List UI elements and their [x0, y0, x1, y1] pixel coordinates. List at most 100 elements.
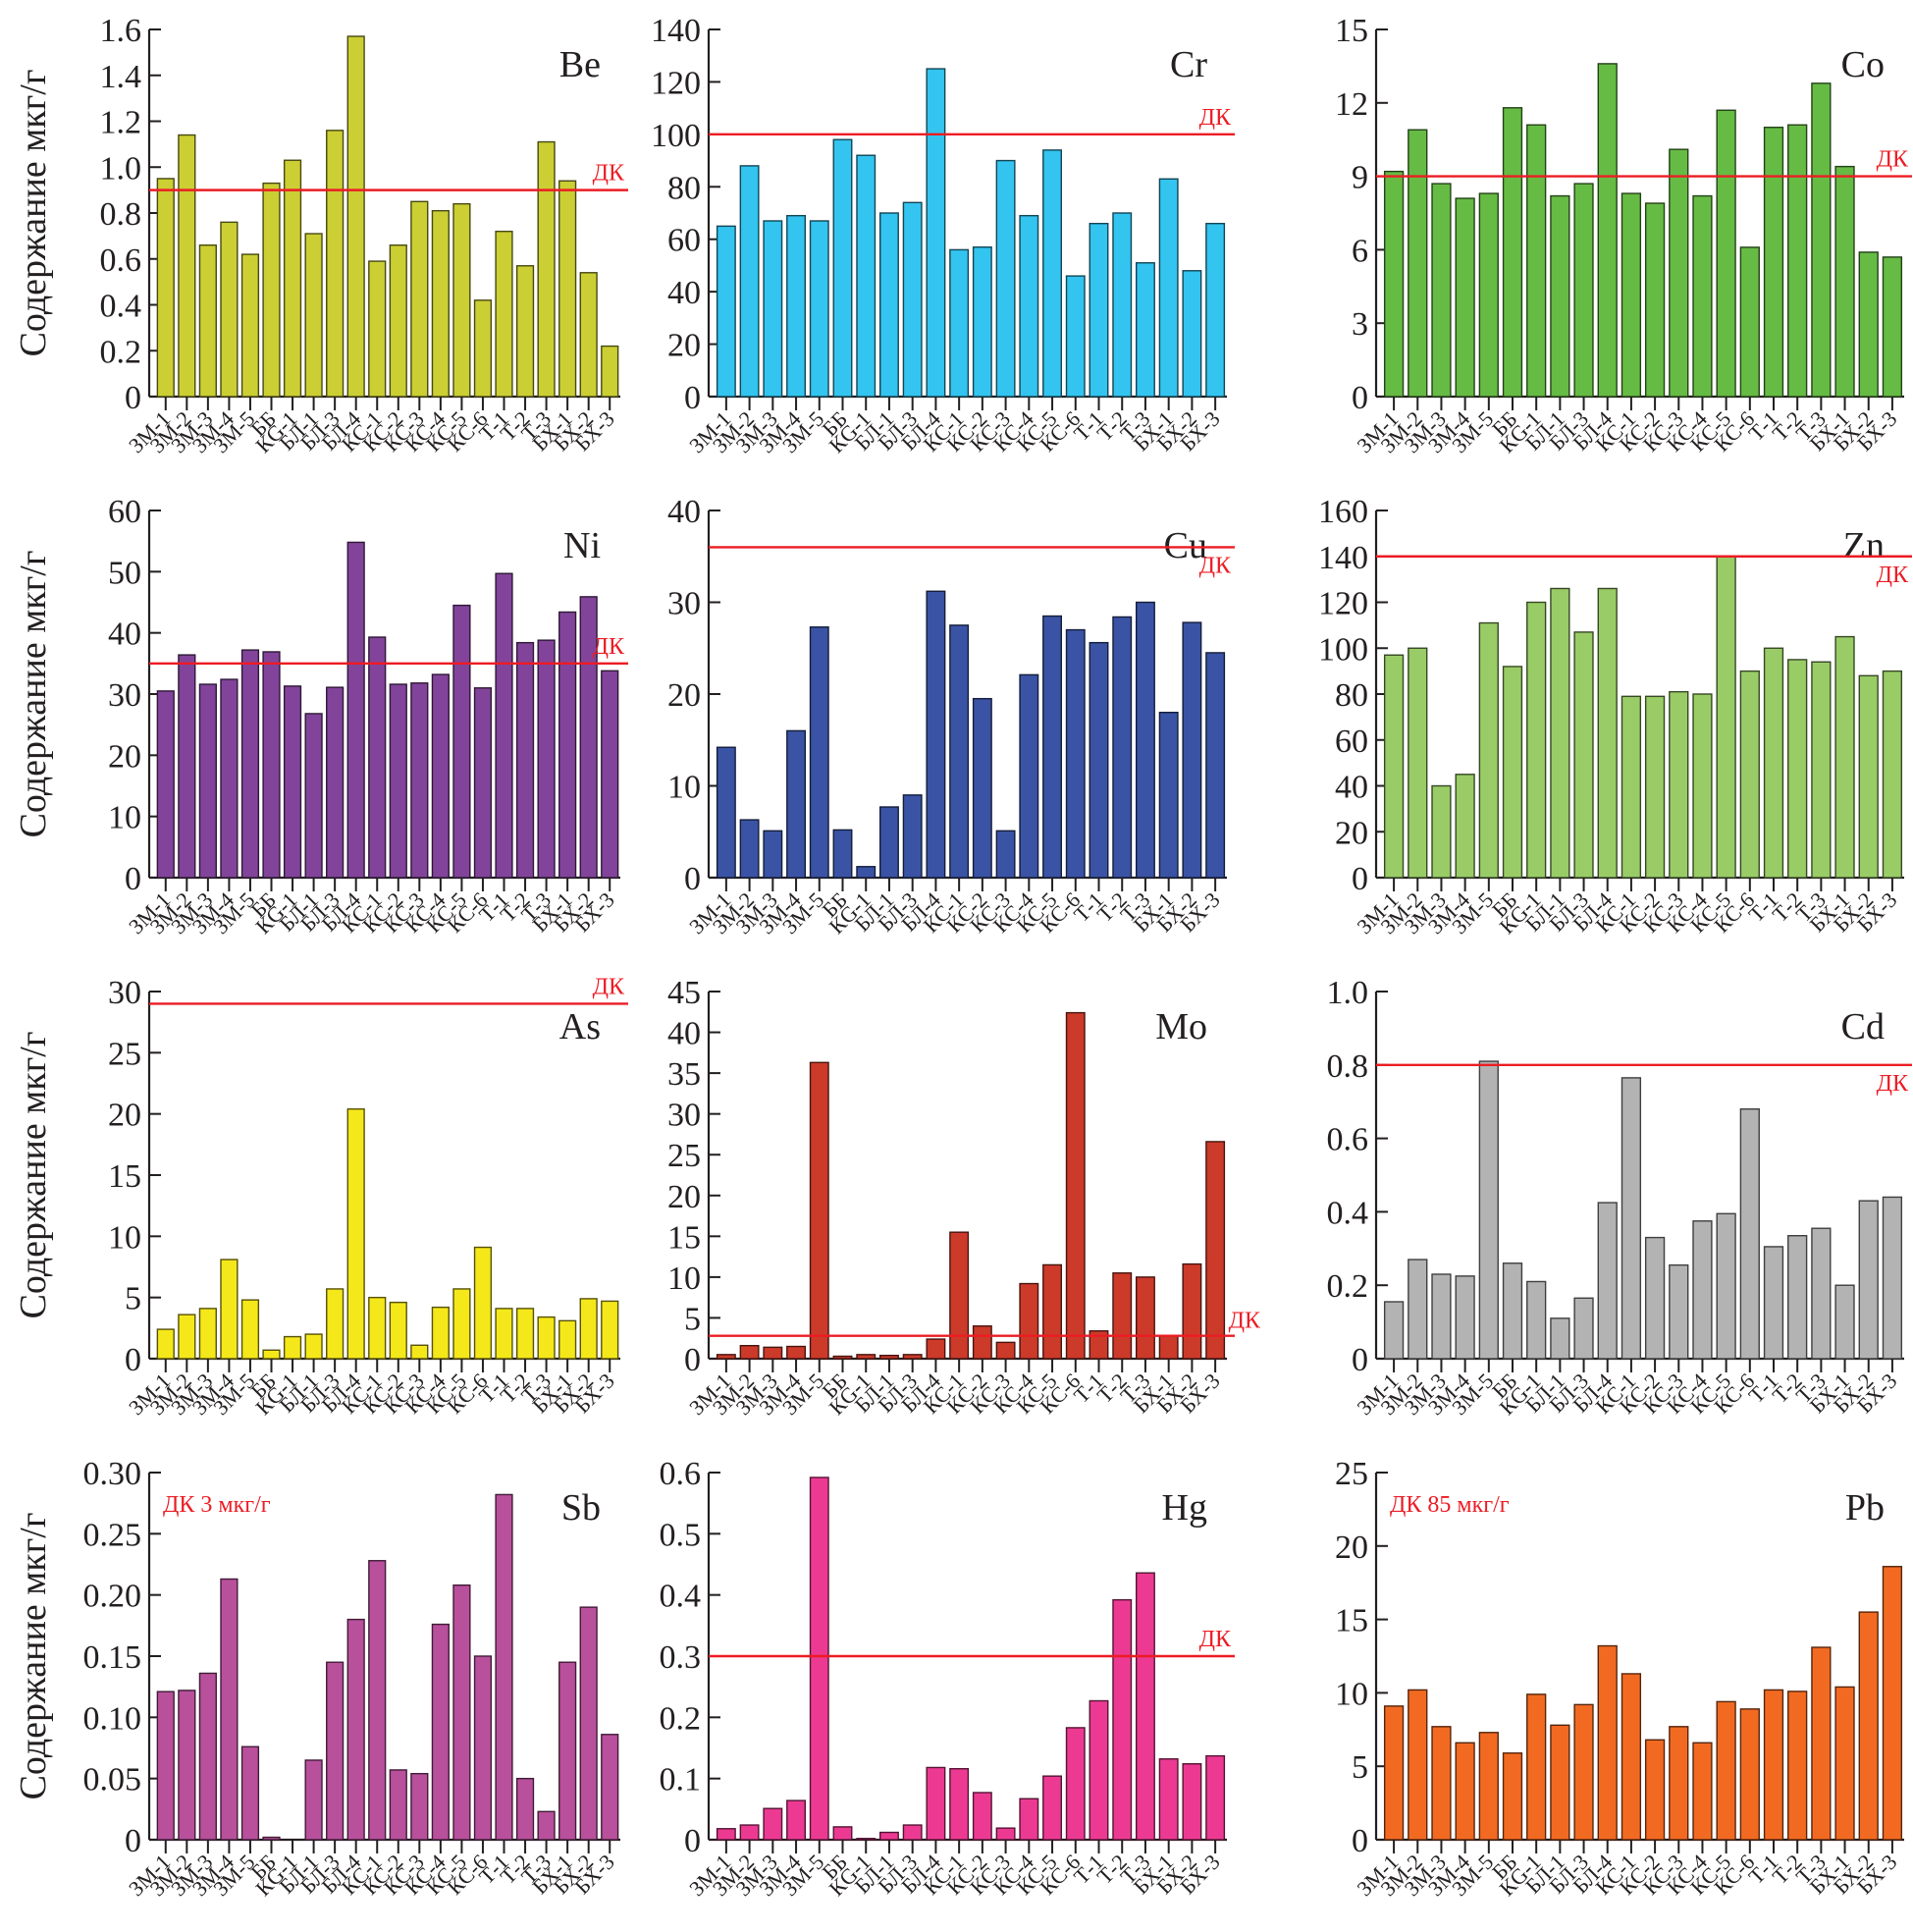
bar-ЗМ-4: [220, 221, 239, 398]
y-tick-label: 1.0: [1327, 975, 1369, 1011]
bar-ЗМ-4: [220, 678, 239, 879]
bar-Т-2: [1787, 124, 1808, 398]
bar-ЗМ-4: [220, 1578, 239, 1841]
bar-БХ-3: [1882, 256, 1903, 398]
bar-КС-6: [1065, 1727, 1086, 1841]
y-tick-label: 35: [667, 1056, 701, 1093]
y-tick-label: 5: [684, 1301, 701, 1337]
bar-КС-2: [972, 246, 992, 398]
chart-title: Be: [559, 44, 601, 85]
bar-БЛ-1: [1550, 194, 1570, 398]
bar-ЗМ-1: [716, 1828, 736, 1841]
bar-БХ-2: [1182, 1763, 1202, 1841]
y-tick-label: 20: [667, 328, 701, 364]
bar-Т-1: [1763, 647, 1784, 879]
y-tick-label: 0: [125, 380, 141, 416]
bar-БХ-2: [1182, 270, 1202, 398]
y-tick-label: 20: [108, 738, 141, 775]
chart-panel-cr: 0 20 40 60 80 100 120 140 ЗМ-1 ЗМ-2 ЗМ-3 ЗМ-4 ЗМ-5 ББ…: [638, 0, 1275, 484]
bar-КG-1: [856, 1838, 877, 1841]
y-tick-label: 60: [667, 223, 701, 259]
bar-КС-6: [1065, 275, 1086, 398]
bar-ЗМ-1: [156, 178, 175, 398]
bar-БЛ-3: [902, 794, 923, 879]
y-tick-label: 30: [667, 1098, 701, 1134]
bar-БЛ-3: [902, 1354, 923, 1360]
bar-Т-3: [1136, 601, 1155, 879]
y-tick-label: 10: [1335, 1676, 1368, 1712]
bar-Т-3: [537, 1810, 556, 1841]
bar-БЛ-1: [879, 1831, 899, 1841]
bar-БЛ-1: [304, 1333, 323, 1360]
bar-Т-1: [495, 572, 513, 879]
y-tick-label: 100: [1318, 631, 1368, 668]
bar-Т-1: [1089, 1699, 1109, 1841]
bar-КС-6: [1065, 628, 1086, 879]
bar-КС-3: [1669, 1263, 1689, 1360]
bar-БЛ-4: [1597, 587, 1618, 879]
bar-ЗМ-5: [809, 626, 829, 879]
y-tick-label: 40: [1335, 770, 1368, 806]
y-tick-label: 60: [108, 494, 141, 530]
y-tick-label: 80: [667, 170, 701, 206]
y-tick-label: 140: [1318, 540, 1368, 576]
chart-panel-pb: 0 5 10 15 20 25 ЗМ-1 ЗМ-2 ЗМ-3 ЗМ-4 ЗМ-5 ББ КG-1 БЛ-1…: [1276, 1443, 1913, 1927]
y-tick-label: 30: [667, 586, 701, 622]
bar-КС-5: [1042, 1775, 1062, 1841]
bar-КС-5: [1716, 556, 1736, 879]
bar-ББ: [262, 182, 281, 398]
y-tick-label: 20: [1335, 1530, 1368, 1566]
bar-Т-3: [1811, 1646, 1832, 1841]
limit-label: ДК: [593, 634, 625, 660]
chart-title: Mo: [1155, 1006, 1207, 1047]
bar-ЗМ-3: [1431, 183, 1452, 398]
bar-БХ-3: [601, 1300, 619, 1360]
bar-БХ-2: [1858, 674, 1879, 879]
bar-КС-1: [949, 624, 970, 879]
bar-ЗМ-5: [809, 1061, 829, 1360]
bar-КС-3: [410, 682, 429, 879]
bar-ЗМ-5: [240, 253, 260, 398]
chart-panel-hg: 0 0.1 0.2 0.3 0.4 0.5 0.6 ЗМ-1 ЗМ-2 ЗМ-3 ЗМ-4 ЗМ-5 Б…: [638, 1443, 1275, 1927]
bar-ББ: [262, 1349, 281, 1360]
bar-Т-2: [515, 1308, 535, 1360]
bar-БХ-1: [1834, 635, 1855, 879]
bar-КС-1: [949, 248, 970, 398]
chart-svg-hg: 00.10.20.30.40.50.6ЗМ-1ЗМ-2ЗМ-3ЗМ-4ЗМ-5Б…: [660, 1456, 1235, 1901]
y-tick-label: 0: [684, 1342, 701, 1378]
bar-БЛ-1: [304, 713, 323, 879]
bar-КС-1: [368, 1560, 387, 1841]
bar-КС-5: [1716, 109, 1736, 398]
y-tick-label: 15: [1335, 13, 1368, 49]
chart-title: Sb: [561, 1487, 601, 1529]
limit-annotation: ДК 85 мкг/г: [1390, 1492, 1510, 1518]
bar-КС-1: [1621, 1673, 1642, 1841]
bar-КС-2: [1644, 202, 1666, 398]
chart-panel-zn: 0 20 40 60 80 100 120 140 160 ЗМ-1 ЗМ-2 ЗМ-3 ЗМ-4 ЗМ-…: [1276, 481, 1913, 965]
bar-ЗМ-4: [1455, 1275, 1475, 1360]
bar-КС-3: [410, 1772, 429, 1841]
bar-БХ-2: [1858, 251, 1879, 398]
bar-ЗМ-1: [1383, 654, 1405, 879]
y-tick-label: 10: [108, 800, 141, 836]
bar-Т-2: [515, 641, 535, 879]
chart-panel-ni: Содержание мкг/г 0 10 20 30 40 50 60 ЗМ-1 ЗМ-2 ЗМ-…: [0, 481, 637, 965]
chart-title: Cd: [1841, 1006, 1885, 1047]
bar-Т-3: [537, 140, 556, 398]
y-tick-label: 40: [667, 1016, 701, 1052]
bar-ББ: [1502, 666, 1523, 879]
bar-Т-1: [1763, 1246, 1784, 1360]
bar-ЗМ-4: [786, 1799, 806, 1841]
bar-КС-1: [949, 1767, 970, 1841]
bar-КС-5: [452, 202, 471, 398]
bar-КС-6: [1739, 1107, 1760, 1360]
y-tick-label: 0.4: [1327, 1195, 1369, 1231]
y-tick-label: 0.20: [83, 1579, 142, 1615]
bar-БЛ-4: [346, 1618, 365, 1841]
bar-ЗМ-1: [1383, 1705, 1405, 1841]
y-tick-label: 160: [1318, 494, 1368, 530]
bar-КС-3: [995, 1827, 1016, 1841]
bar-Т-2: [1787, 659, 1808, 879]
chart-title: Cr: [1170, 44, 1207, 85]
